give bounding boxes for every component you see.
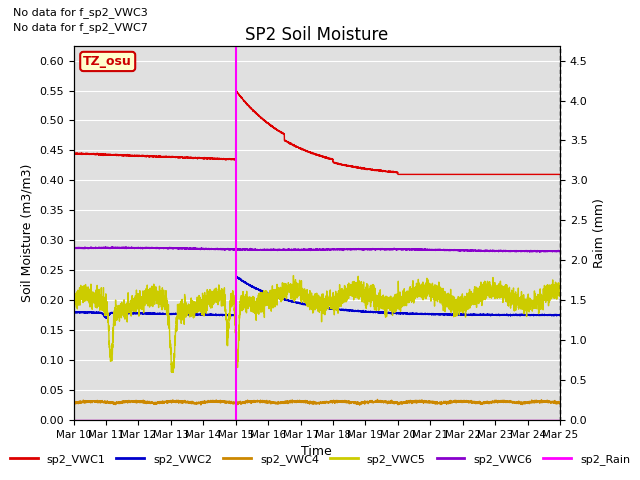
- Title: SP2 Soil Moisture: SP2 Soil Moisture: [245, 26, 388, 44]
- Y-axis label: Raim (mm): Raim (mm): [593, 198, 606, 268]
- Y-axis label: Soil Moisture (m3/m3): Soil Moisture (m3/m3): [20, 164, 33, 302]
- Text: No data for f_sp2_VWC3: No data for f_sp2_VWC3: [13, 7, 148, 18]
- Legend: sp2_VWC1, sp2_VWC2, sp2_VWC4, sp2_VWC5, sp2_VWC6, sp2_Rain: sp2_VWC1, sp2_VWC2, sp2_VWC4, sp2_VWC5, …: [5, 450, 635, 469]
- X-axis label: Time: Time: [301, 445, 332, 458]
- Text: TZ_osu: TZ_osu: [83, 55, 132, 68]
- Text: No data for f_sp2_VWC7: No data for f_sp2_VWC7: [13, 22, 148, 33]
